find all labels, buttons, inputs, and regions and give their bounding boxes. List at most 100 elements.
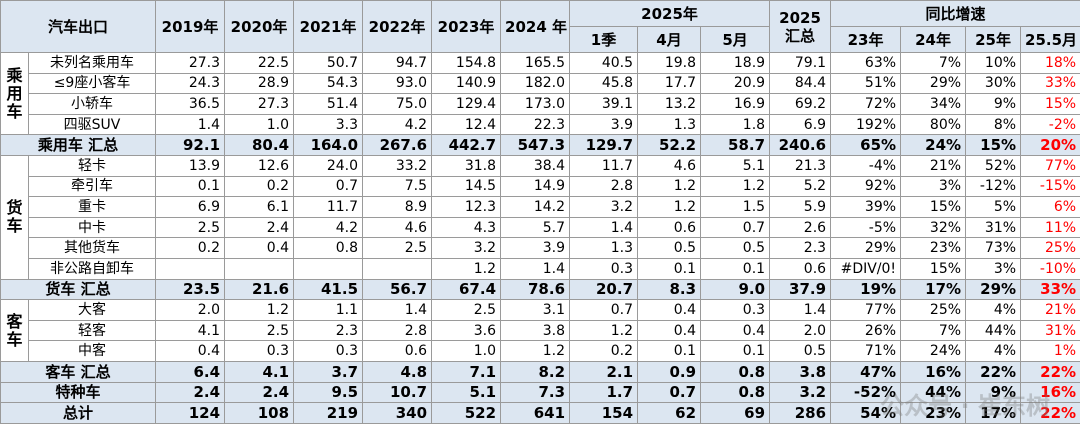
- cell: 5.1: [431, 381, 502, 404]
- cell: 69.2: [769, 93, 832, 115]
- cell: -4%: [830, 154, 902, 177]
- cell: 33%: [1020, 278, 1080, 301]
- cell: 2.4: [224, 381, 295, 404]
- cell: 0.2: [224, 175, 295, 198]
- cell: 62: [637, 402, 702, 424]
- cell: 11.7: [293, 196, 364, 218]
- cell: 77%: [1020, 154, 1080, 177]
- cell: 54%: [830, 402, 902, 424]
- cell: 0.8: [700, 381, 771, 404]
- cell: 65%: [830, 134, 902, 156]
- growth-header: 25.5月: [1020, 26, 1080, 53]
- row-name: 重卡: [27, 196, 157, 218]
- data-row: 四驱SUV 1.4 1.0 3.3 4.2 12.4 22.3 3.9 1.3 1.8 6.9 192…: [1, 113, 1080, 136]
- cell: 442.7: [431, 134, 502, 156]
- period-group: 2025年: [569, 0, 771, 27]
- cell: 0.8: [700, 360, 771, 383]
- cell: 56.7: [362, 278, 433, 301]
- cell: 36.5: [155, 93, 226, 115]
- cell: 6%: [1020, 196, 1080, 218]
- cell: 1%: [1020, 340, 1080, 362]
- cell: 19.8: [637, 52, 702, 74]
- cell: 0.5: [700, 237, 771, 259]
- summary-header: 2025 汇总: [769, 0, 832, 53]
- cell: 2.5: [155, 216, 226, 239]
- cell: 38.4: [500, 154, 571, 177]
- cell: 6.9: [769, 113, 832, 136]
- cell: 24.3: [155, 72, 226, 95]
- cell: 4.6: [362, 216, 433, 239]
- cell: 124: [155, 402, 226, 424]
- cell: 24%: [900, 340, 967, 362]
- cell: 25%: [900, 299, 967, 321]
- cell: 173.0: [500, 93, 571, 115]
- cell: -5%: [830, 216, 902, 239]
- cell: 165.5: [500, 52, 571, 74]
- cell: 1.3: [569, 237, 639, 259]
- cell: 8.9: [362, 196, 433, 218]
- cell: 0.7: [700, 216, 771, 239]
- cell: 5.1: [700, 154, 771, 177]
- cell: 12.3: [431, 196, 502, 218]
- cell: 40.5: [569, 52, 639, 74]
- cell: 19%: [830, 278, 902, 301]
- cell: 0.2: [155, 237, 226, 259]
- total-row: 总计 124 108 219 340 522 641 154 62 69 286 54% 23% 17% 2…: [0, 402, 1080, 424]
- cell: 108: [224, 402, 295, 424]
- year-header: 2022年: [362, 0, 433, 53]
- row-name: 未列名乘用车: [27, 52, 157, 74]
- growth-header: 23年: [830, 26, 902, 53]
- year-header: 2021年: [293, 0, 364, 53]
- cell: 10%: [965, 52, 1022, 74]
- cell: 547.3: [500, 134, 571, 156]
- cell: 4.3: [431, 216, 502, 239]
- cell: 15%: [900, 196, 967, 218]
- cell: 94.7: [362, 52, 433, 74]
- cell: 39%: [830, 196, 902, 218]
- total-row: 货车 汇总 23.5 21.6 41.5 56.7 67.4 78.6 20.7 8.3 9.0 3…: [0, 278, 1080, 301]
- cell: 2.5: [431, 299, 502, 321]
- cell: 1.0: [431, 340, 502, 362]
- cell: 23%: [900, 237, 967, 259]
- row-name: 牵引车: [27, 175, 157, 198]
- cell: #DIV/0!: [830, 257, 902, 280]
- cell: 20.9: [700, 72, 771, 95]
- cell: 33%: [1020, 72, 1080, 95]
- cell: 1.2: [500, 340, 571, 362]
- data-row: 其他货车 0.2 0.4 0.8 2.5 3.2 3.9 1.3 0.5 0.5 2.3 29% 23%…: [1, 237, 1080, 259]
- cell: 0.1: [637, 257, 702, 280]
- cell: 1.4: [155, 113, 226, 136]
- cell: -12%: [965, 175, 1022, 198]
- cell: 31.8: [431, 154, 502, 177]
- cell: 0.7: [569, 299, 639, 321]
- cell: 9.0: [700, 278, 771, 301]
- data-row: 乘用车 未列名乘用车 27.3 22.5 50.7 94.7 154.8 165.5 40.5 1…: [0, 51, 1080, 136]
- row-name: 客车 汇总: [0, 360, 157, 383]
- cell: 71%: [830, 340, 902, 362]
- cell: 80.4: [224, 134, 295, 156]
- row-name: 轻卡: [27, 154, 157, 177]
- year-header: 2024 年: [500, 0, 571, 53]
- cell: [293, 257, 364, 280]
- cell: 182.0: [500, 72, 571, 95]
- row-name: 特种车: [0, 381, 157, 404]
- cell: -15%: [1020, 175, 1080, 198]
- cell: 75.0: [362, 93, 433, 115]
- row-name: 乘用车 汇总: [0, 134, 157, 156]
- cell: 67.4: [431, 278, 502, 301]
- cell: 1.0: [224, 113, 295, 136]
- cell: 4.6: [637, 154, 702, 177]
- cell: 13.9: [155, 154, 226, 177]
- cell: 50.7: [293, 52, 364, 74]
- cell: 286: [769, 402, 832, 424]
- cell: 0.9: [637, 360, 702, 383]
- cell: 8%: [965, 113, 1022, 136]
- cell: 1.2: [637, 196, 702, 218]
- cell: 1.8: [700, 113, 771, 136]
- data-row: 重卡 6.9 6.1 11.7 8.9 12.3 14.2 3.2 1.2 1.5 5.9 39% 15…: [1, 196, 1080, 218]
- cell: 0.4: [700, 319, 771, 342]
- cell: 1.2: [569, 319, 639, 342]
- cell: 18.9: [700, 52, 771, 74]
- cell: 129.7: [569, 134, 639, 156]
- period-header: 1季: [569, 26, 639, 53]
